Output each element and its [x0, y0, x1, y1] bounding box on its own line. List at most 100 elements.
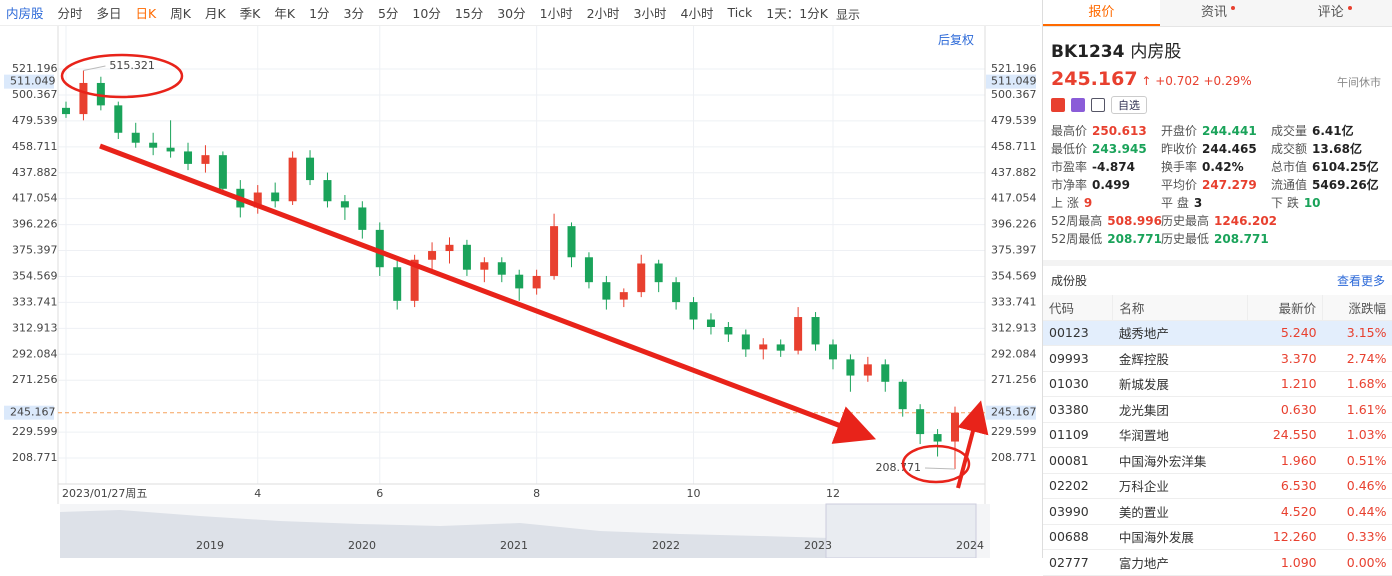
table-cell: 越秀地产	[1112, 320, 1248, 346]
stat-label: 昨收价	[1161, 142, 1198, 156]
candle-body	[410, 259, 419, 301]
stat-label: 历史最高	[1161, 214, 1210, 228]
column-header: 名称	[1112, 295, 1248, 321]
marker-price-box	[4, 74, 54, 89]
table-cell: 4.520	[1247, 498, 1323, 525]
stat-value: 9	[1083, 196, 1093, 210]
table-row[interactable]: 02777 富力地产 1.090 0.00%	[1043, 549, 1392, 576]
y-tick-label-right: 458.711	[991, 140, 1037, 153]
period-tab[interactable]: 5分	[377, 6, 399, 21]
period-tab[interactable]: 季K	[239, 6, 261, 21]
icon	[1071, 98, 1085, 112]
display-button[interactable]: 显示	[836, 8, 861, 22]
stat-label: 换手率	[1161, 160, 1198, 174]
table-row[interactable]: 01030 新城发展 1.210 1.68%	[1043, 371, 1392, 397]
overview-window[interactable]	[825, 503, 977, 558]
table-row[interactable]: 00081 中国海外宏洋集 1.960 0.51%	[1043, 447, 1392, 474]
low-leader	[924, 467, 956, 470]
period-tab[interactable]: 分时	[57, 6, 83, 21]
period-tab[interactable]: 周K	[170, 6, 191, 21]
adjust-button[interactable]: 后复权	[938, 33, 975, 47]
icon	[1051, 98, 1065, 112]
candle-body	[428, 251, 437, 260]
x-tick-label: 10	[687, 487, 701, 500]
period-tab[interactable]: 1小时	[539, 6, 573, 21]
current-price-label: 245.167	[991, 406, 1037, 419]
y-tick-label: 417.054	[12, 192, 58, 205]
table-cell: 中国海外发展	[1112, 524, 1248, 550]
stat-label: 最低价	[1051, 142, 1088, 156]
table-cell: 03380	[1043, 396, 1113, 423]
table-row[interactable]: 03380 龙光集团 0.630 1.61%	[1043, 396, 1392, 423]
y-tick-label: 312.913	[12, 321, 58, 334]
table-cell: 1.61%	[1322, 396, 1392, 423]
stat: 换手率 0.42%	[1161, 158, 1271, 176]
candle-body	[881, 364, 890, 382]
stat-value: 247.279	[1202, 178, 1257, 192]
y-tick-label: 229.599	[12, 425, 58, 438]
y-tick-label-right: 521.196	[991, 62, 1037, 75]
candle-body	[898, 381, 907, 410]
period-tab[interactable]: 月K	[204, 6, 226, 21]
panel-tab[interactable]: 资讯	[1160, 0, 1277, 26]
period-tab[interactable]: 内房股	[6, 6, 44, 21]
table-row[interactable]: 00123 越秀地产 5.240 3.15%	[1043, 320, 1392, 346]
watch-button[interactable]: 自选	[1111, 96, 1147, 114]
period-tab[interactable]: 日K	[135, 6, 157, 21]
table-cell: 6.530	[1247, 473, 1323, 499]
constituents-table: 代码 名称 最新价 涨跌幅 00123 越秀地产 5.240 3.15% 09993 金辉控股 3.…	[1043, 295, 1392, 576]
period-tab[interactable]: 1天：1分K	[766, 6, 828, 21]
table-cell: 中国海外宏洋集	[1112, 447, 1248, 474]
stats-row: 市净率 0.499 平均价 247.279 流通值 5469.26亿	[1051, 176, 1385, 194]
table-cell: 富力地产	[1112, 549, 1248, 576]
table-cell: 万科企业	[1112, 473, 1248, 499]
table-row[interactable]: 02202 万科企业 6.530 0.46%	[1043, 473, 1392, 499]
period-tab[interactable]: 15分	[454, 6, 484, 21]
stats-row: 最高价 250.613 开盘价 244.441 成交量 6.41亿	[1051, 122, 1385, 140]
period-tab[interactable]: 3小时	[633, 6, 667, 21]
y-tick-label: 354.569	[12, 269, 58, 282]
period-tab[interactable]: Tick	[727, 5, 753, 20]
period-tab[interactable]: 10分	[412, 6, 441, 21]
stat: 52周最高 508.996	[1051, 212, 1162, 230]
candle-body	[375, 229, 384, 268]
stat-value: 0.499	[1092, 178, 1130, 192]
table-cell: 3.15%	[1322, 320, 1392, 346]
panel-tab[interactable]: 评论	[1276, 0, 1392, 26]
panel-tab[interactable]: 报价	[1043, 0, 1160, 26]
y-tick-label: 333.741	[12, 295, 58, 308]
period-tab[interactable]: 1分	[309, 6, 330, 21]
current-price-box	[986, 405, 1036, 420]
table-row[interactable]: 03990 美的置业 4.520 0.44%	[1043, 498, 1392, 525]
table-row[interactable]: 00688 中国海外发展 12.260 0.33%	[1043, 524, 1392, 550]
table-cell: 1.960	[1247, 447, 1323, 474]
stat: 最高价 250.613	[1051, 122, 1161, 140]
period-tab[interactable]: 2小时	[586, 6, 620, 21]
y-tick-label: 292.084	[12, 347, 58, 360]
period-tab[interactable]: 年K	[274, 6, 296, 21]
candle-body	[567, 226, 576, 258]
table-cell: 24.550	[1247, 422, 1323, 448]
table-row[interactable]: 01109 华润置地 24.550 1.03%	[1043, 422, 1392, 448]
stat: 上 涨 9	[1051, 194, 1161, 212]
period-tab[interactable]: 4小时	[680, 6, 714, 21]
stat-label: 总市值	[1271, 160, 1308, 174]
panel-tab-label: 报价	[1088, 5, 1115, 20]
overview-year: 2024	[956, 539, 984, 552]
y-tick-label-right: 292.084	[991, 347, 1037, 360]
y-tick-label: 458.711	[12, 140, 58, 153]
stat-label: 开盘价	[1161, 124, 1198, 138]
period-tab[interactable]: 多日	[96, 6, 122, 21]
quote-header: BK1234 内房股 245.167 ↑ +0.702 +0.29% 午间休市 …	[1043, 27, 1392, 248]
high-leader	[83, 65, 106, 71]
stat-value: 10	[1303, 196, 1321, 210]
more-link[interactable]: 查看更多	[1336, 274, 1385, 288]
table-cell: 0.51%	[1322, 447, 1392, 474]
marker-price-label: 511.049	[991, 75, 1037, 88]
table-row[interactable]: 09993 金辉控股 3.370 2.74%	[1043, 345, 1392, 372]
stat-label: 历史最低	[1161, 232, 1210, 246]
stat-value: 0.42%	[1202, 160, 1244, 174]
period-tab[interactable]: 30分	[497, 6, 526, 21]
period-tab[interactable]: 3分	[343, 6, 364, 21]
candle-body	[218, 155, 227, 189]
